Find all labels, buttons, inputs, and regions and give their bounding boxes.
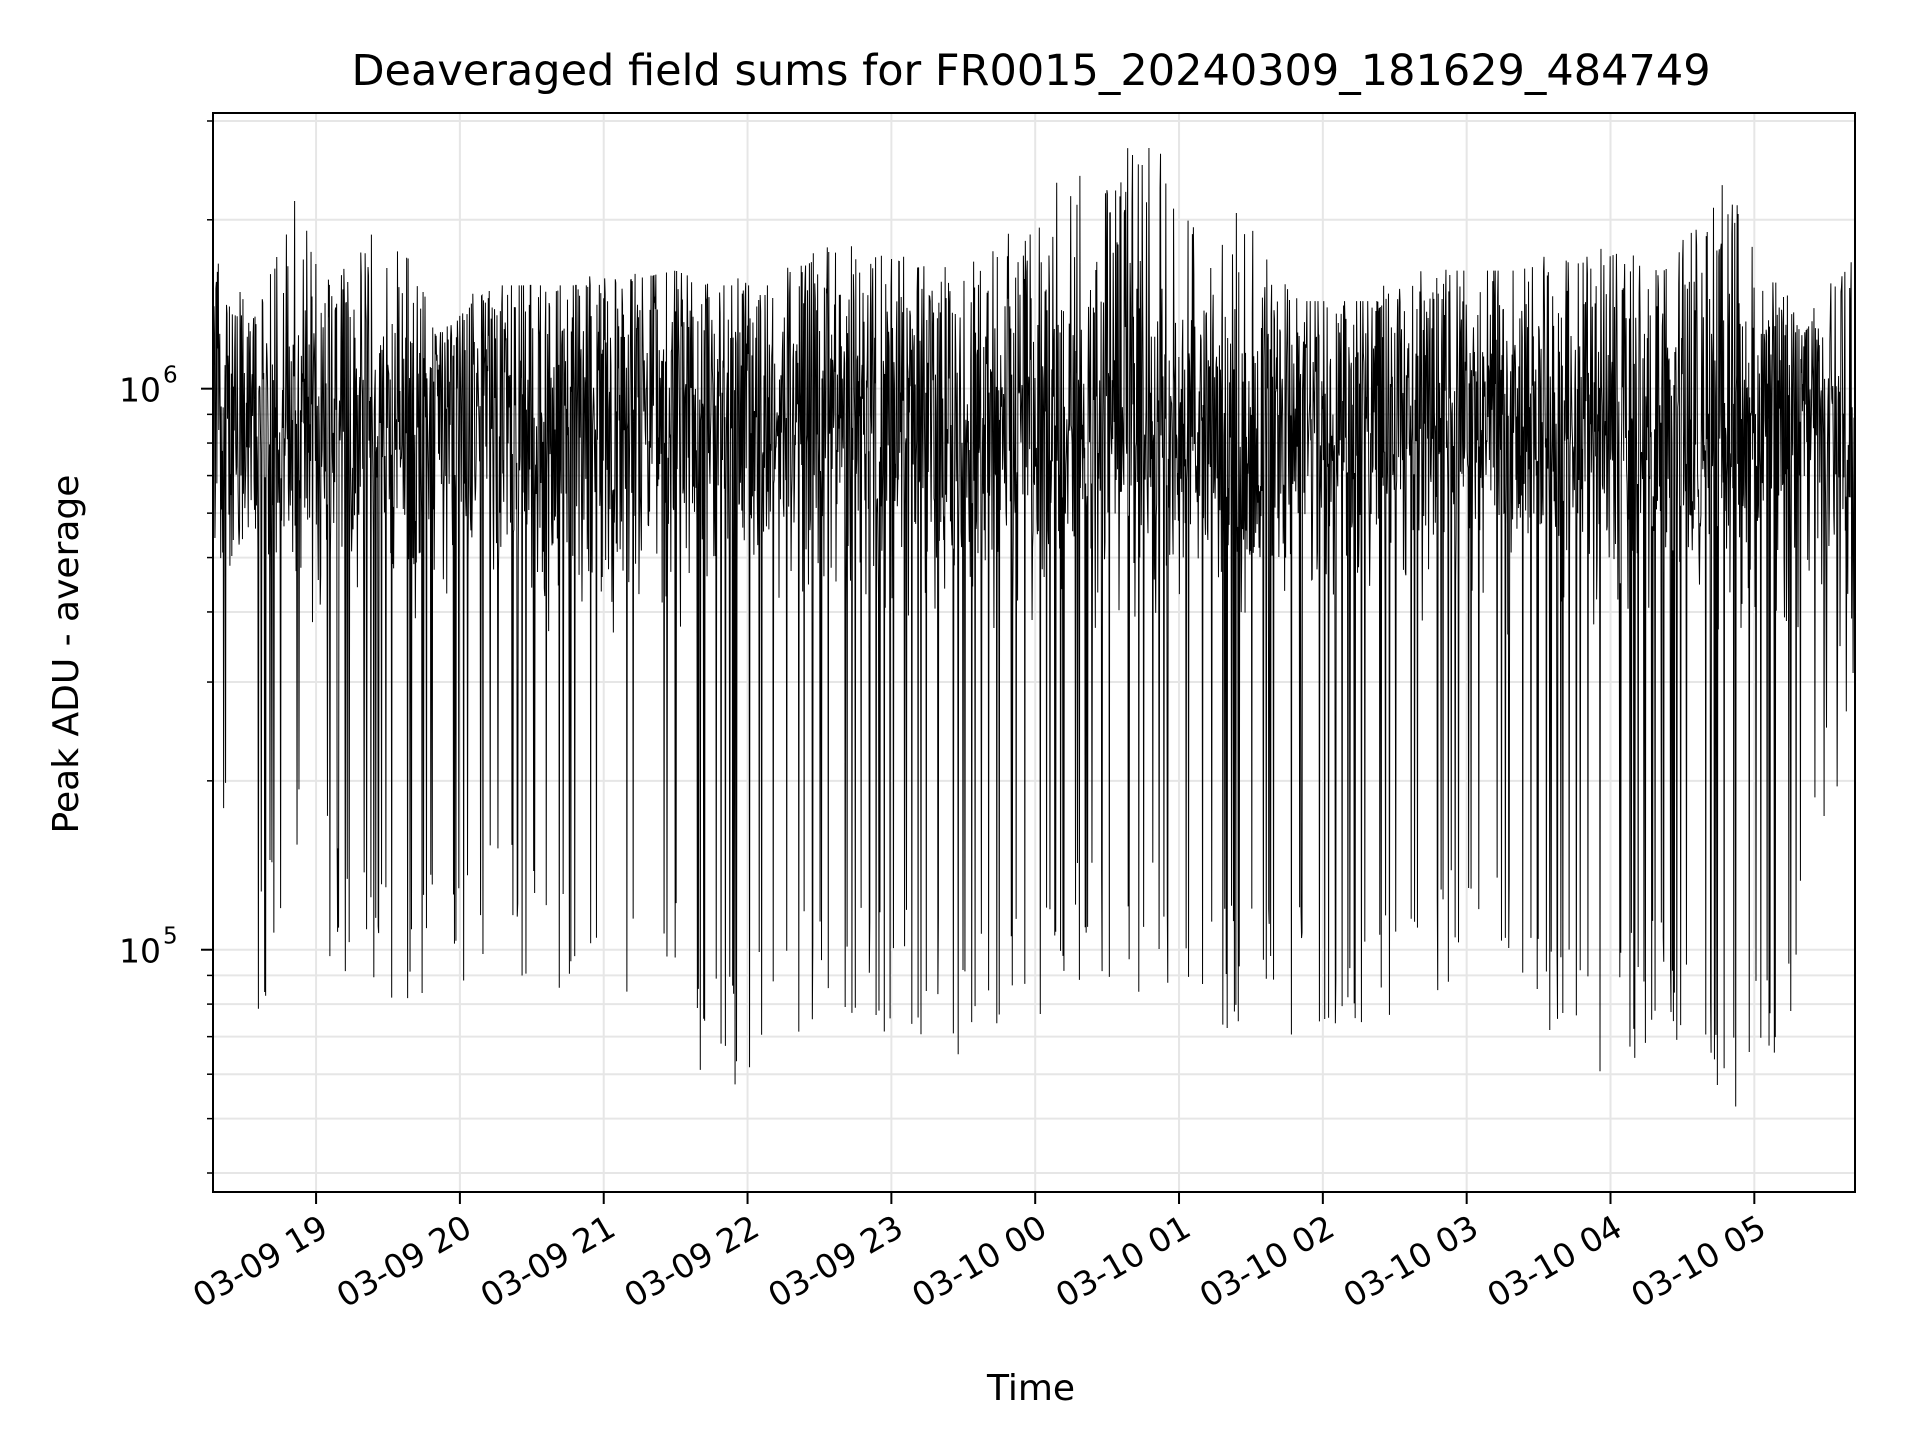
y-tick-label: 10 5 — [119, 924, 178, 971]
x-axis-label: Time — [986, 1368, 1075, 1409]
y-tick-label: 10 6 — [119, 363, 178, 410]
y-tick-exponent: 6 — [163, 363, 178, 389]
y-axis-label: Peak ADU - average — [46, 475, 87, 834]
y-tick-base: 10 — [119, 371, 161, 410]
chart-title: Deaveraged field sums for FR0015_2024030… — [351, 46, 1710, 96]
series-line — [212, 147, 1856, 1107]
series-line-group — [212, 147, 1856, 1107]
y-tick-base: 10 — [119, 932, 161, 971]
y-tick-exponent: 5 — [163, 924, 178, 950]
plot-frame — [212, 112, 1856, 1193]
